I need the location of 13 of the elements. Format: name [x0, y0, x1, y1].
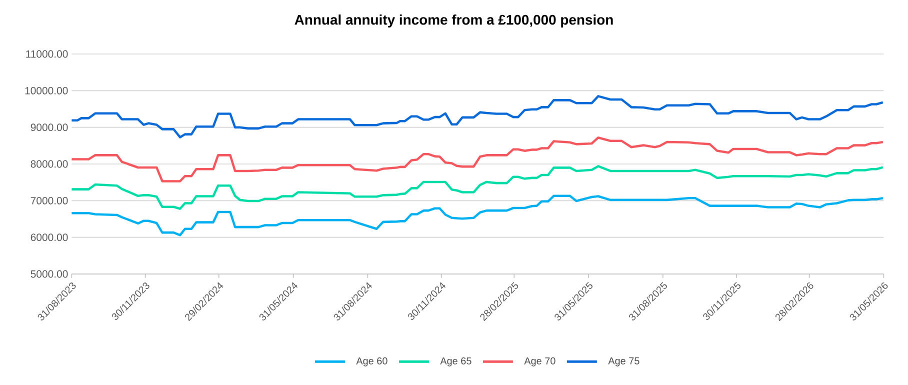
chart-title: Annual annuity income from a £100,000 pension — [294, 14, 613, 28]
legend-label: Age 75 — [608, 357, 640, 366]
legend-label: Age 65 — [440, 357, 472, 366]
legend-label: Age 60 — [356, 357, 388, 366]
line-series — [70, 95, 884, 138]
y-tick-label: 6000.00 — [30, 234, 68, 242]
legend-label: Age 70 — [524, 357, 556, 366]
y-tick-label: 8000.00 — [30, 160, 68, 168]
y-tick-label: 5000.00 — [30, 270, 68, 278]
y-tick-label: 9000.00 — [30, 124, 68, 132]
y-tick-label: 10000.00 — [25, 86, 68, 94]
y-tick-label: 11000.00 — [26, 50, 68, 58]
y-tick-label: 7000.00 — [30, 196, 68, 204]
